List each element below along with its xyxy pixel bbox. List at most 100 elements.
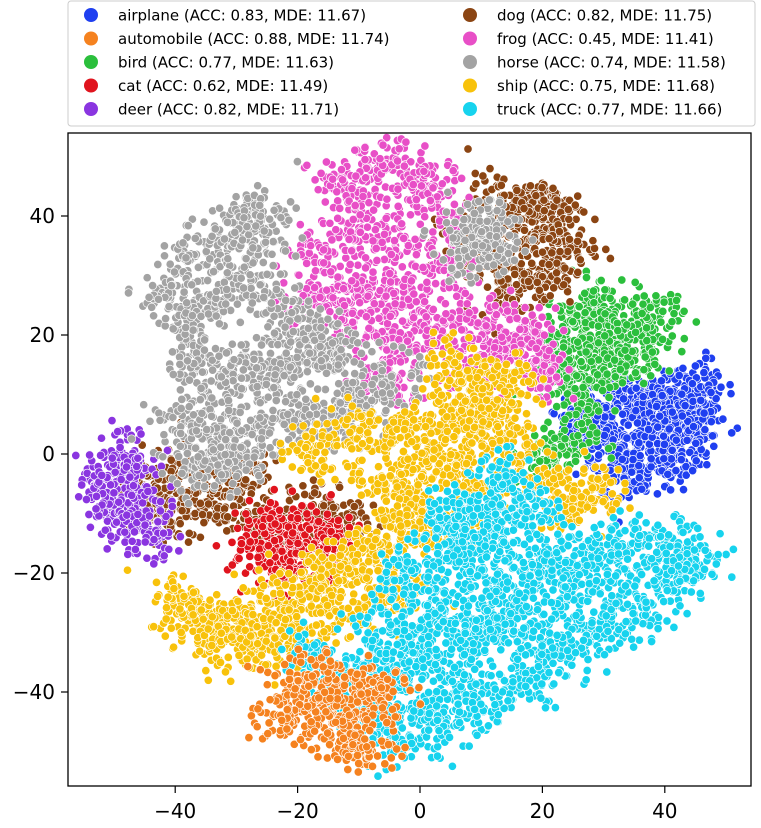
point-bird xyxy=(658,334,668,344)
point-frog xyxy=(568,394,579,404)
point-deer xyxy=(96,450,106,460)
point-horse xyxy=(183,221,193,231)
point-airplane xyxy=(726,389,736,399)
point-frog xyxy=(551,303,561,313)
point-frog xyxy=(420,141,430,151)
point-airplane xyxy=(696,395,706,405)
point-airplane xyxy=(718,414,728,424)
point-frog xyxy=(502,306,513,316)
point-bird xyxy=(573,337,583,347)
point-deer xyxy=(155,506,165,516)
point-dog xyxy=(564,234,575,244)
point-deer xyxy=(130,544,140,555)
point-bird xyxy=(604,392,614,402)
point-bird xyxy=(610,372,620,382)
point-deer xyxy=(123,549,133,559)
point-airplane xyxy=(700,425,710,435)
point-frog xyxy=(326,267,336,277)
point-dog xyxy=(335,482,345,492)
point-bird xyxy=(651,291,661,301)
point-frog xyxy=(448,166,458,176)
point-airplane xyxy=(671,466,681,476)
point-cat xyxy=(270,519,280,529)
point-frog xyxy=(338,175,348,185)
point-bird xyxy=(552,402,562,412)
point-cat xyxy=(288,528,298,538)
point-frog xyxy=(321,157,331,167)
point-frog xyxy=(393,201,403,211)
point-frog xyxy=(419,166,429,176)
point-frog xyxy=(328,174,338,184)
point-dog xyxy=(175,519,185,529)
point-cat xyxy=(326,490,336,500)
point-dog xyxy=(559,280,569,290)
point-cat xyxy=(293,513,303,524)
point-dog xyxy=(177,506,187,516)
point-frog xyxy=(409,289,419,299)
point-frog xyxy=(310,175,320,185)
point-cat xyxy=(293,538,303,548)
point-frog xyxy=(428,227,438,237)
point-airplane xyxy=(688,466,698,476)
point-bird xyxy=(610,406,620,416)
point-airplane xyxy=(634,438,644,448)
point-bird xyxy=(581,347,591,357)
point-bird xyxy=(650,359,660,369)
point-dog xyxy=(527,258,537,268)
point-airplane xyxy=(623,420,633,430)
point-bird xyxy=(562,373,572,383)
point-frog xyxy=(325,218,335,228)
point-frog xyxy=(310,283,320,293)
point-bird xyxy=(578,382,588,392)
point-bird xyxy=(580,288,590,298)
point-dog xyxy=(573,236,583,246)
point-frog xyxy=(457,325,467,335)
point-frog xyxy=(537,312,547,322)
point-frog xyxy=(546,324,557,334)
point-frog xyxy=(371,243,381,254)
point-frog xyxy=(554,355,564,365)
point-deer xyxy=(109,488,119,498)
point-bird xyxy=(576,357,586,367)
point-dog xyxy=(588,236,598,246)
point-cat xyxy=(344,512,354,523)
point-frog xyxy=(490,343,500,353)
point-deer xyxy=(71,450,81,461)
point-frog xyxy=(368,267,378,277)
point-airplane xyxy=(676,455,686,465)
point-airplane xyxy=(678,485,689,495)
point-dog xyxy=(485,164,495,174)
point-frog xyxy=(416,181,427,191)
point-frog xyxy=(316,168,326,178)
point-cat xyxy=(245,537,255,547)
point-bird xyxy=(642,336,652,346)
point-bird xyxy=(600,309,610,319)
point-cat xyxy=(230,508,240,518)
point-horse xyxy=(211,311,221,321)
point-frog xyxy=(406,276,416,286)
point-dog xyxy=(564,214,574,224)
point-bird xyxy=(637,308,647,319)
point-deer xyxy=(140,537,150,547)
point-dog xyxy=(563,246,573,257)
point-dog xyxy=(183,537,194,547)
point-frog xyxy=(485,293,495,303)
point-deer xyxy=(114,497,124,507)
point-frog xyxy=(347,184,357,194)
point-deer xyxy=(107,453,117,463)
point-frog xyxy=(315,292,325,302)
point-airplane xyxy=(657,391,667,401)
point-frog xyxy=(389,236,400,246)
point-dog xyxy=(203,499,214,509)
point-airplane xyxy=(634,461,644,471)
point-deer xyxy=(153,517,163,527)
point-bird xyxy=(631,327,641,337)
point-bird xyxy=(605,293,615,303)
point-frog xyxy=(382,194,392,204)
point-frog xyxy=(355,298,365,308)
point-horse xyxy=(148,281,158,291)
point-deer xyxy=(156,497,166,507)
point-bird xyxy=(560,414,570,425)
point-frog xyxy=(389,288,399,298)
